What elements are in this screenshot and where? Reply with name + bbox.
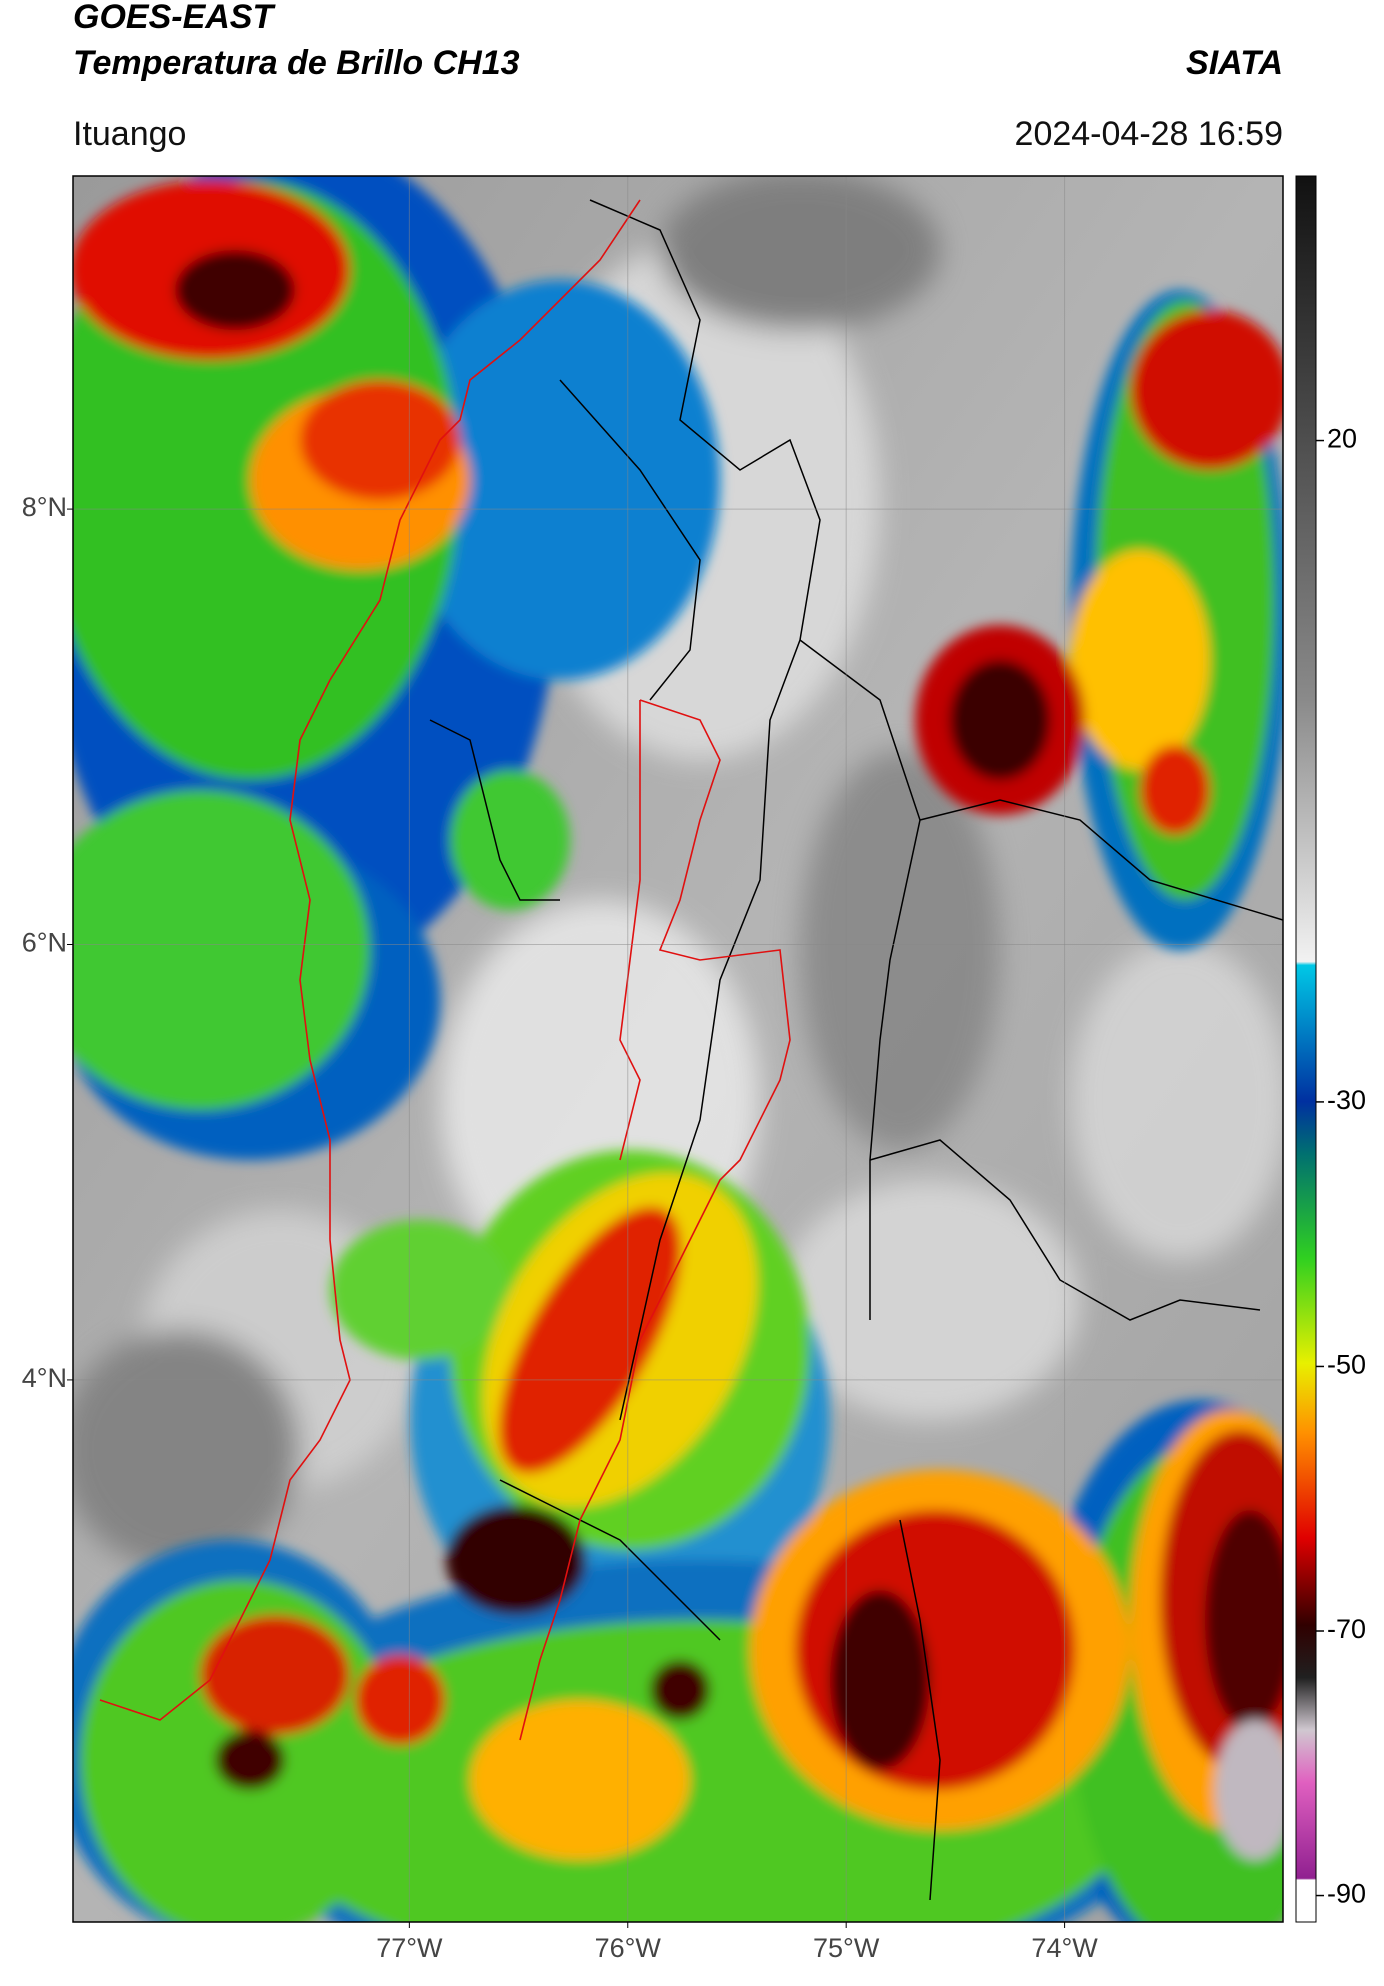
location: Ituango: [73, 115, 186, 153]
colorbar-tick-label: -30: [1327, 1085, 1366, 1115]
colorbar-tick-label: -90: [1327, 1879, 1366, 1909]
satellite-map: [73, 176, 1283, 1922]
map-frame: [72, 175, 1284, 1923]
colorbar-tick-label: 20: [1327, 424, 1357, 454]
colorbar-tick-label: -70: [1327, 1614, 1366, 1644]
y-tick-label: 8°N: [22, 492, 67, 522]
x-tick-label: 77°W: [376, 1933, 443, 1963]
datetime: 2024-04-28 16:59: [1015, 115, 1283, 153]
y-tick-label: 6°N: [22, 928, 67, 958]
title: GOES-EAST: [73, 0, 276, 36]
colorbar-tick-label: -50: [1327, 1350, 1366, 1380]
x-tick-label: 76°W: [595, 1933, 662, 1963]
x-tick-label: 74°W: [1031, 1933, 1098, 1963]
subtitle: Temperatura de Brillo CH13: [73, 44, 520, 82]
colorbar: [1295, 175, 1317, 1923]
agency: SIATA: [1186, 44, 1283, 82]
x-tick-label: 75°W: [813, 1933, 880, 1963]
y-tick-label: 4°N: [22, 1363, 67, 1393]
